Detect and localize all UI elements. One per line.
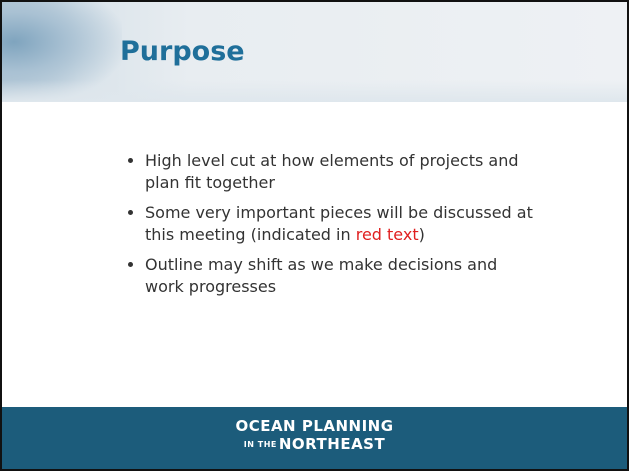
bullet: Outline may shift as we make decisions a… <box>145 254 540 298</box>
logo-line: OCEAN PLANNING <box>235 417 394 435</box>
slide-title: Purpose <box>120 36 245 67</box>
logo-line: IN THE NORTHEAST <box>2 435 627 453</box>
bullet-text: Outline may shift as we make decisions a… <box>145 255 498 296</box>
footer: OCEAN PLANNING IN THE NORTHEAST <box>2 407 627 469</box>
bullet-text: ) <box>418 225 425 244</box>
logo-small: IN THE <box>243 440 277 449</box>
header-banner <box>2 2 627 102</box>
red-text: red text <box>355 225 419 244</box>
bullet-list: High level cut at how elements of projec… <box>124 150 540 306</box>
bullet-text: Some very important pieces will be discu… <box>145 203 533 244</box>
bullet: High level cut at how elements of projec… <box>145 150 540 194</box>
logo-word: NORTHEAST <box>278 435 386 453</box>
bullet-text: High level cut at how elements of projec… <box>145 151 519 192</box>
bullet: Some very important pieces will be discu… <box>145 202 540 246</box>
